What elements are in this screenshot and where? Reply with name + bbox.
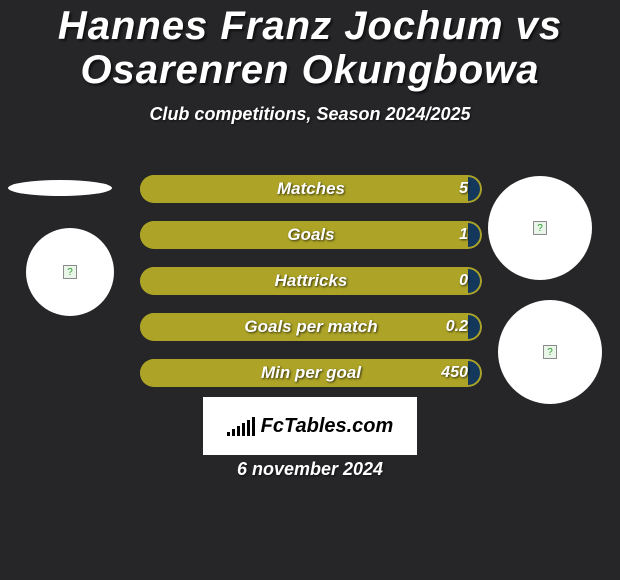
placeholder-icon: ? [63,265,77,279]
logo-text: FcTables.com [261,415,394,438]
bar-label: Goals [140,225,482,245]
stat-bar: Min per goal450 [140,359,482,387]
bar-value-right: 1 [459,226,468,244]
stat-bar: Matches5 [140,175,482,203]
player-photo-placeholder: ? [498,300,602,404]
logo-bars-icon [227,417,255,436]
bar-label: Matches [140,179,482,199]
title-text: Hannes Franz Jochum vs Osarenren Okungbo… [58,4,562,92]
date-text: 6 november 2024 [0,459,620,480]
page-title: Hannes Franz Jochum vs Osarenren Okungbo… [0,0,620,92]
player-photo-placeholder: ? [26,228,114,316]
decorative-ellipse [8,180,112,196]
bar-value-right: 450 [441,364,468,382]
bar-value-right: 5 [459,180,468,198]
bar-label: Min per goal [140,363,482,383]
stat-bar: Goals1 [140,221,482,249]
placeholder-icon: ? [543,345,557,359]
fctables-logo: FcTables.com [203,397,417,455]
bar-value-right: 0.2 [446,318,468,336]
player-photo-placeholder: ? [488,176,592,280]
bar-value-right: 0 [459,272,468,290]
bar-label: Goals per match [140,317,482,337]
stat-bar: Hattricks0 [140,267,482,295]
placeholder-icon: ? [533,221,547,235]
subtitle: Club competitions, Season 2024/2025 [0,104,620,125]
stat-bars: Matches5Goals1Hattricks0Goals per match0… [140,175,482,405]
bar-label: Hattricks [140,271,482,291]
stat-bar: Goals per match0.2 [140,313,482,341]
